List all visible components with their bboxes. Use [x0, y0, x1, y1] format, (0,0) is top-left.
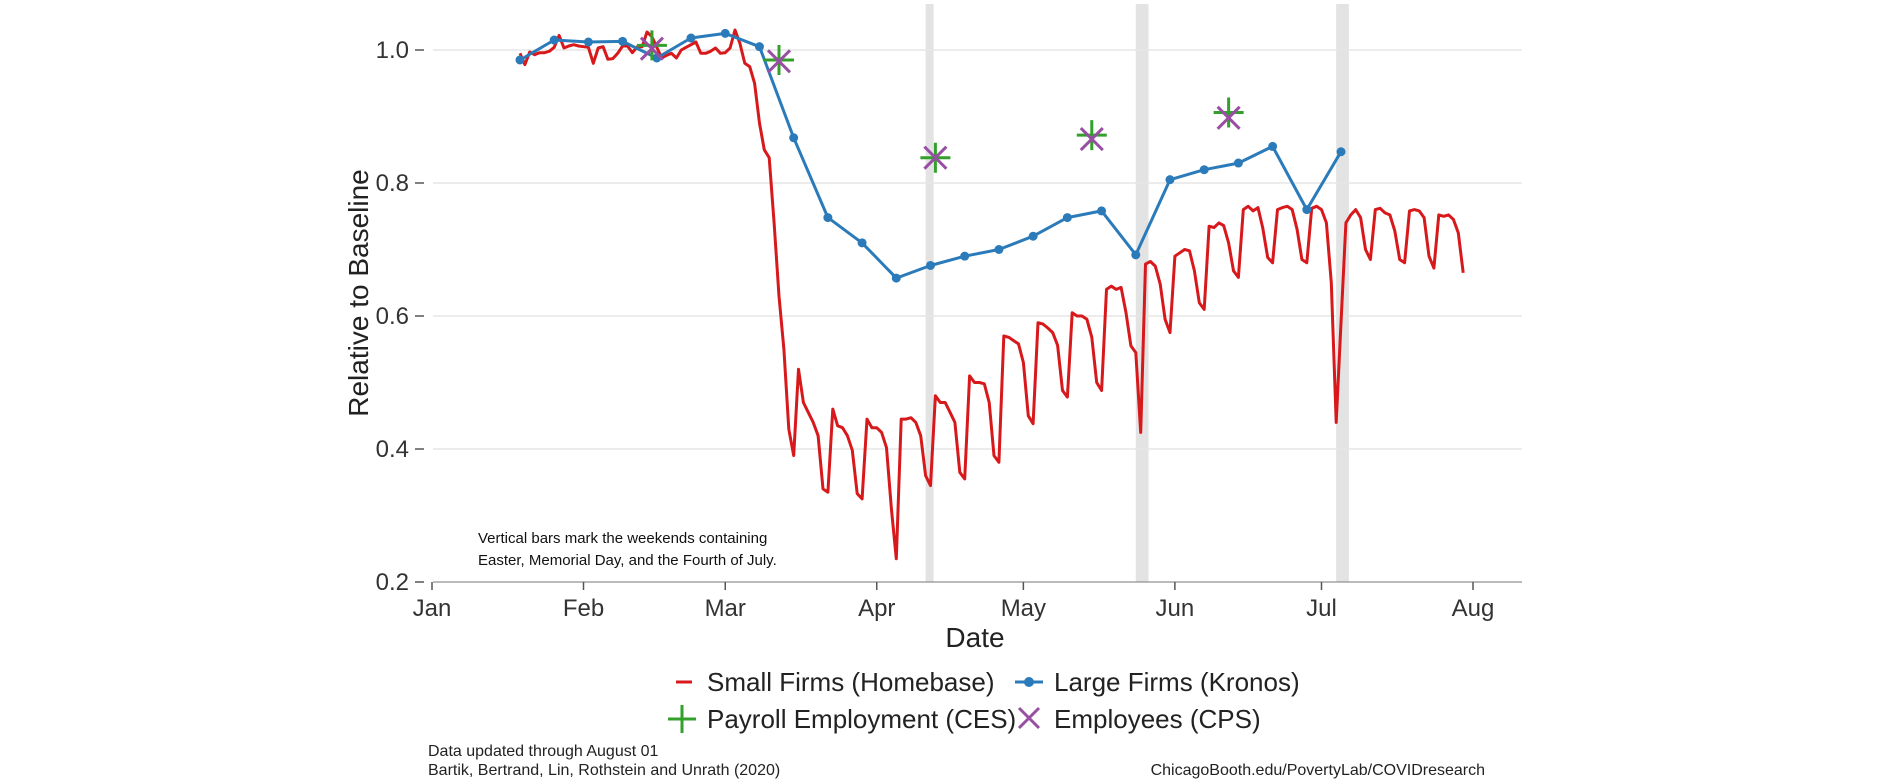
- series-employees-cps: [639, 36, 1241, 170]
- holiday-bar-memorial-day: [1135, 4, 1149, 582]
- series-small-firms-homebase: [518, 28, 1465, 561]
- marker-plus-payroll-employment-ces: [1076, 120, 1107, 151]
- data-point-large-firms-kronos: [515, 55, 525, 65]
- x-tick-label: May: [1001, 595, 1046, 622]
- data-point-large-firms-kronos: [754, 42, 764, 52]
- series-large-firms-kronos: [515, 28, 1346, 283]
- legend-swatch-payroll-plus: [668, 705, 696, 733]
- x-tick-label: Mar: [705, 595, 746, 622]
- data-point-large-firms-kronos: [857, 238, 867, 248]
- data-point-large-firms-kronos: [926, 260, 936, 270]
- data-point-large-firms-kronos: [960, 251, 970, 261]
- note-line-1: Vertical bars mark the weekends containi…: [478, 530, 767, 547]
- footer-url: ChicagoBooth.edu/PovertyLab/COVIDresearc…: [1151, 762, 1485, 779]
- y-tick-label: 0.6: [376, 303, 409, 330]
- y-tick-label: 0.8: [376, 170, 409, 197]
- marker-plus-payroll-employment-ces: [1213, 97, 1244, 128]
- series-line-small-firms-homebase: [518, 28, 1465, 561]
- series: [515, 28, 1465, 561]
- x-ticks: Jan Feb Mar Apr May Jun Jul Aug: [413, 582, 1495, 622]
- x-tick-label: Jun: [1156, 595, 1195, 622]
- holiday-bar-easter: [925, 4, 934, 582]
- data-point-large-firms-kronos: [891, 273, 901, 283]
- y-tick-label: 0.4: [376, 436, 409, 463]
- footer-citation: Bartik, Bertrand, Lin, Rothstein and Unr…: [428, 762, 780, 779]
- marker-cross-employees-cps: [1079, 127, 1104, 152]
- legend-swatch-employees-cross: [1017, 706, 1041, 730]
- data-point-large-firms-kronos: [720, 28, 730, 38]
- x-tick-label: Aug: [1452, 595, 1495, 622]
- y-tick-label: 1.0: [376, 37, 409, 64]
- holiday-bars: [925, 4, 1349, 582]
- y-tick-label: 0.2: [376, 569, 409, 596]
- data-point-large-firms-kronos: [1268, 141, 1278, 151]
- data-point-large-firms-kronos: [1028, 231, 1038, 241]
- y-axis-title: Relative to Baseline: [343, 169, 374, 416]
- data-point-large-firms-kronos: [618, 36, 628, 46]
- legend-label-payroll: Payroll Employment (CES): [707, 704, 1016, 734]
- legend-label-small-firms: Small Firms (Homebase): [707, 667, 995, 697]
- legend-item-employees: Employees (CPS): [1017, 704, 1261, 734]
- legend-item-large-firms: Large Firms (Kronos): [1015, 667, 1300, 697]
- marker-cross-employees-cps: [923, 145, 948, 170]
- legend-label-employees: Employees (CPS): [1054, 704, 1261, 734]
- y-ticks: 0.2 0.4 0.6 0.8 1.0: [376, 37, 424, 596]
- x-tick-label: Feb: [563, 595, 604, 622]
- marker-cross-employees-cps: [639, 36, 664, 61]
- data-point-large-firms-kronos: [583, 37, 593, 47]
- note-line-2: Easter, Memorial Day, and the Fourth of …: [478, 552, 777, 569]
- marker-cross-employees-cps: [1216, 105, 1241, 130]
- x-axis-title: Date: [945, 622, 1004, 653]
- data-point-large-firms-kronos: [1097, 206, 1107, 216]
- data-point-large-firms-kronos: [1233, 158, 1243, 168]
- data-point-large-firms-kronos: [1165, 175, 1175, 185]
- data-point-large-firms-kronos: [1336, 147, 1346, 157]
- marker-plus-payroll-employment-ces: [636, 30, 667, 61]
- legend-swatch-large-firms-point: [1024, 677, 1034, 687]
- data-point-large-firms-kronos: [549, 35, 559, 45]
- x-tick-label: Apr: [858, 595, 895, 622]
- x-tick-label: Jan: [413, 595, 452, 622]
- data-point-large-firms-kronos: [1131, 250, 1141, 260]
- legend-item-small-firms: Small Firms (Homebase): [676, 667, 995, 697]
- marker-cross-employees-cps: [766, 49, 792, 74]
- x-tick-label: Jul: [1306, 595, 1337, 622]
- legend-label-large-firms: Large Firms (Kronos): [1054, 667, 1300, 697]
- legend-item-payroll: Payroll Employment (CES): [668, 704, 1016, 734]
- data-point-large-firms-kronos: [1199, 165, 1209, 175]
- data-point-large-firms-kronos: [994, 245, 1004, 254]
- legend: Small Firms (Homebase) Large Firms (Kron…: [668, 667, 1300, 734]
- gridlines: [433, 49, 1522, 450]
- footer-updated: Data updated through August 01: [428, 743, 659, 760]
- data-point-large-firms-kronos: [686, 33, 696, 43]
- data-point-large-firms-kronos: [1062, 213, 1072, 223]
- data-point-large-firms-kronos: [789, 133, 799, 143]
- data-point-large-firms-kronos: [1302, 205, 1312, 215]
- data-point-large-firms-kronos: [823, 213, 833, 223]
